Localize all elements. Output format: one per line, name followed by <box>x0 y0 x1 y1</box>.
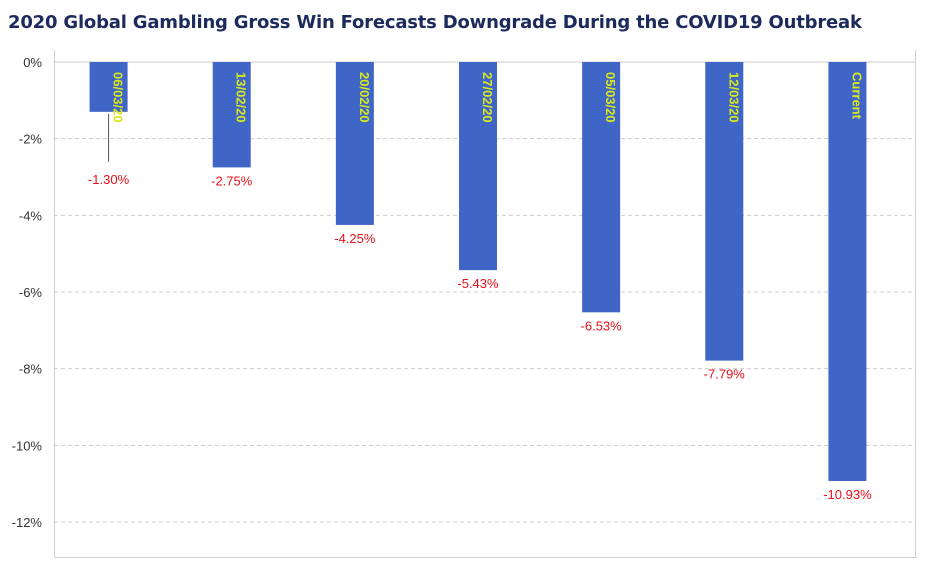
data-label: -4.25% <box>334 231 376 246</box>
category-label: 13/02/20 <box>234 72 249 123</box>
bar <box>89 62 128 112</box>
category-label: 05/03/20 <box>603 72 618 123</box>
bar <box>459 62 497 271</box>
chart-title: 2020 Global Gambling Gross Win Forecasts… <box>8 12 862 33</box>
bar <box>582 62 621 313</box>
y-tick-label: 0% <box>23 55 42 70</box>
data-label: -7.79% <box>704 367 746 382</box>
data-label: -2.75% <box>211 173 253 188</box>
bar <box>705 62 744 361</box>
plot-frame <box>54 50 916 558</box>
data-label: -10.93% <box>823 487 872 502</box>
y-tick-label: -2% <box>19 132 43 147</box>
data-label: -5.43% <box>457 276 499 291</box>
bar <box>335 62 374 225</box>
y-tick-label: -10% <box>12 438 43 453</box>
category-label: 12/03/20 <box>726 72 741 123</box>
category-label: 06/03/20 <box>111 72 126 123</box>
y-tick-label: -12% <box>12 515 43 530</box>
y-tick-label: -8% <box>19 362 43 377</box>
category-label: 20/02/20 <box>357 72 372 123</box>
data-label: -6.53% <box>581 318 623 333</box>
bar <box>212 62 251 168</box>
y-tick-label: -4% <box>19 208 43 223</box>
category-label: Current <box>849 72 864 120</box>
bar <box>828 62 867 481</box>
y-tick-label: -6% <box>19 285 43 300</box>
data-label: -1.30% <box>88 172 130 187</box>
category-label: 27/02/20 <box>480 72 495 123</box>
